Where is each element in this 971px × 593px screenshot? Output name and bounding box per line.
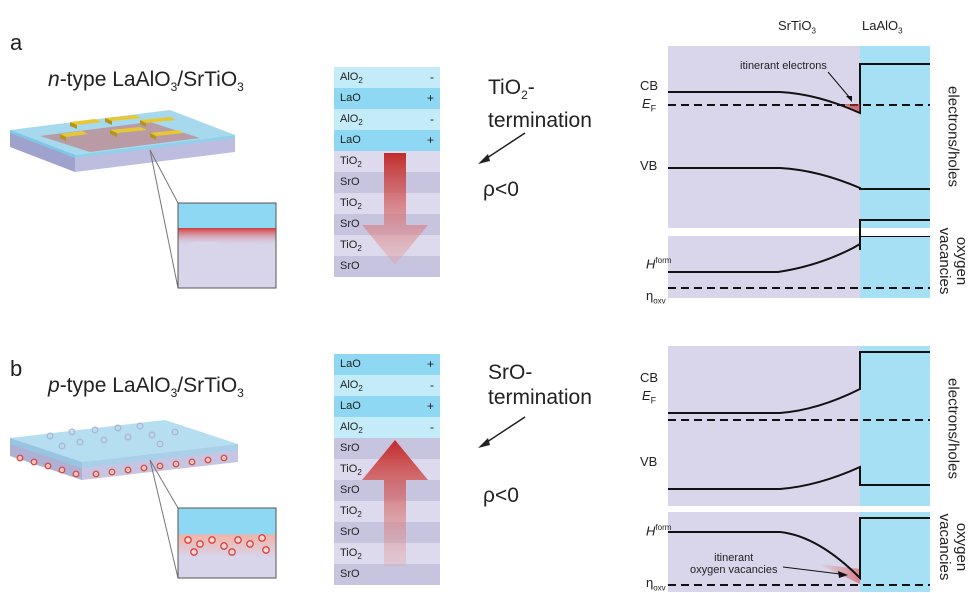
device-illustration-b (10, 420, 277, 579)
eta-label-a: ηoxv (646, 288, 666, 306)
hform-upper-step-a (859, 219, 930, 238)
band-diagram-b-vacancies (668, 512, 930, 592)
layer-b-1: AlO2- (334, 375, 440, 396)
pointer-arrow-b (478, 416, 526, 448)
cb-label-a: CB (640, 78, 659, 93)
hform-label-b: Hform (646, 523, 672, 539)
panel-a-title: n-type LaAlO3/SrTiO3 (48, 68, 244, 95)
side-label-electrons-holes-a: electrons/holes (944, 86, 962, 187)
polarization-arrow-up (362, 440, 428, 566)
termination-label-a: TiO2- termination (488, 76, 592, 133)
header-srtio3: SrTiO3 (778, 18, 816, 36)
termination-label-b: SrO- termination (488, 361, 592, 409)
panel-a-label: a (10, 30, 23, 55)
panel-b-label: b (10, 356, 23, 381)
layer-b-2: LaO + (334, 396, 440, 417)
vb-label-b: VB (640, 454, 658, 469)
ef-label-a: EF (642, 96, 657, 114)
band-diagram-a-electrons (668, 46, 930, 228)
layer-b-0: LaO + (334, 354, 440, 375)
eta-label-b: ηoxv (646, 575, 666, 593)
panel-b-title: p-type LaAlO3/SrTiO3 (48, 374, 244, 401)
layer-a-2: AlO2- (334, 109, 440, 130)
header-laalo3: LaAlO3 (862, 18, 903, 36)
band-diagram-a-vacancies (668, 236, 930, 298)
layer-a-9: SrO (334, 256, 440, 277)
layer-b-3: AlO2- (334, 417, 440, 438)
side-label-electrons-holes-b: electrons/holes (944, 378, 962, 479)
layer-stack-a: AlO2- LaO + AlO2- LaO + TiO2 SrO TiO2 SrO … (334, 67, 440, 279)
layer-a-3: LaO + (334, 130, 440, 151)
hform-label-a: Hform (646, 256, 672, 272)
vb-label-a: VB (640, 158, 658, 173)
side-label-vacancies-a: oxygen vacancies (936, 227, 970, 295)
layer-stack-b: LaO + AlO2- LaO + AlO2- SrO TiO2 SrO TiO2 … (334, 354, 440, 585)
charge-density-label-a: ρ<0 (483, 178, 519, 201)
band-diagram-b-electrons (668, 346, 930, 506)
annotation-itinerant-oxygen-vacancies: itinerant oxygen vacancies (690, 552, 778, 576)
charge-density-label-b: ρ<0 (483, 484, 519, 507)
layer-a-0: AlO2- (334, 67, 440, 88)
side-label-vacancies-b: oxygen vacancies (936, 513, 970, 581)
device-illustration-a (10, 110, 277, 289)
layer-b-10: SrO (334, 564, 440, 585)
layer-a-1: LaO + (334, 88, 440, 109)
annotation-itinerant-electrons: itinerant electrons (740, 60, 827, 72)
polarization-arrow-down (362, 153, 428, 265)
ef-label-b: EF (642, 388, 657, 406)
cb-label-b: CB (640, 370, 659, 385)
pointer-arrow-a (478, 132, 526, 164)
layer-b-4: SrO (334, 438, 440, 459)
